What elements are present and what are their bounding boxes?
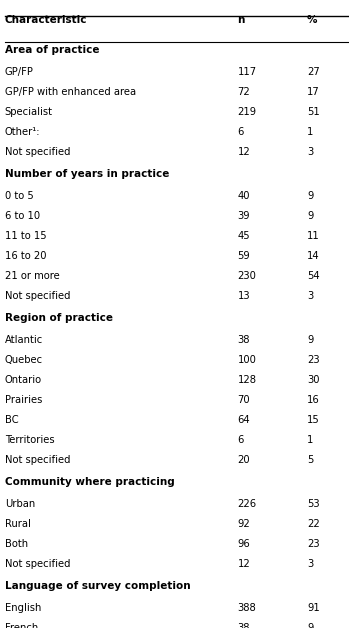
Text: n: n: [238, 15, 245, 25]
Text: Language of survey completion: Language of survey completion: [5, 581, 190, 591]
Text: 9: 9: [307, 192, 313, 202]
Text: 12: 12: [238, 147, 250, 157]
Text: 70: 70: [238, 395, 250, 405]
Text: English: English: [5, 603, 41, 613]
Text: 6: 6: [238, 127, 244, 137]
Text: Number of years in practice: Number of years in practice: [5, 169, 169, 179]
Text: 23: 23: [307, 539, 320, 549]
Text: 39: 39: [238, 211, 250, 221]
Text: 1: 1: [307, 127, 313, 137]
Text: Quebec: Quebec: [5, 355, 43, 365]
Text: 53: 53: [307, 499, 320, 509]
Text: 3: 3: [307, 147, 313, 157]
Text: 230: 230: [238, 271, 256, 281]
Text: Not specified: Not specified: [5, 291, 70, 301]
Text: 59: 59: [238, 251, 250, 261]
Text: 72: 72: [238, 87, 250, 97]
Text: Community where practicing: Community where practicing: [5, 477, 175, 487]
Text: 21 or more: 21 or more: [5, 271, 60, 281]
Text: 27: 27: [307, 67, 320, 77]
Text: 1: 1: [307, 435, 313, 445]
Text: Both: Both: [5, 539, 28, 549]
Text: 16 to 20: 16 to 20: [5, 251, 46, 261]
Text: 9: 9: [307, 211, 313, 221]
Text: Ontario: Ontario: [5, 375, 42, 385]
Text: Characteristic: Characteristic: [5, 15, 88, 25]
Text: 38: 38: [238, 335, 250, 345]
Text: 14: 14: [307, 251, 320, 261]
Text: Urban: Urban: [5, 499, 35, 509]
Text: 11 to 15: 11 to 15: [5, 231, 47, 241]
Text: 64: 64: [238, 415, 250, 425]
Text: 96: 96: [238, 539, 250, 549]
Text: 100: 100: [238, 355, 256, 365]
Text: 5: 5: [307, 455, 313, 465]
Text: 92: 92: [238, 519, 250, 529]
Text: 6 to 10: 6 to 10: [5, 211, 40, 221]
Text: 117: 117: [238, 67, 257, 77]
Text: 45: 45: [238, 231, 250, 241]
Text: 9: 9: [307, 335, 313, 345]
Text: 54: 54: [307, 271, 320, 281]
Text: 30: 30: [307, 375, 320, 385]
Text: 219: 219: [238, 107, 257, 117]
Text: 11: 11: [307, 231, 320, 241]
Text: Atlantic: Atlantic: [5, 335, 43, 345]
Text: 16: 16: [307, 395, 320, 405]
Text: Area of practice: Area of practice: [5, 45, 99, 55]
Text: 22: 22: [307, 519, 320, 529]
Text: 226: 226: [238, 499, 257, 509]
Text: 17: 17: [307, 87, 320, 97]
Text: 12: 12: [238, 559, 250, 569]
Text: Territories: Territories: [5, 435, 55, 445]
Text: Region of practice: Region of practice: [5, 313, 113, 323]
Text: 128: 128: [238, 375, 257, 385]
Text: 6: 6: [238, 435, 244, 445]
Text: 20: 20: [238, 455, 250, 465]
Text: Prairies: Prairies: [5, 395, 42, 405]
Text: 388: 388: [238, 603, 256, 613]
Text: Specialist: Specialist: [5, 107, 53, 117]
Text: 3: 3: [307, 559, 313, 569]
Text: %: %: [307, 15, 317, 25]
Text: 23: 23: [307, 355, 320, 365]
Text: Not specified: Not specified: [5, 559, 70, 569]
Text: 13: 13: [238, 291, 250, 301]
Text: 0 to 5: 0 to 5: [5, 192, 34, 202]
Text: 9: 9: [307, 623, 313, 628]
Text: French: French: [5, 623, 38, 628]
Text: 3: 3: [307, 291, 313, 301]
Text: BC: BC: [5, 415, 19, 425]
Text: 15: 15: [307, 415, 320, 425]
Text: Not specified: Not specified: [5, 455, 70, 465]
Text: 40: 40: [238, 192, 250, 202]
Text: 51: 51: [307, 107, 320, 117]
Text: Other¹:: Other¹:: [5, 127, 40, 137]
Text: Rural: Rural: [5, 519, 31, 529]
Text: GP/FP with enhanced area: GP/FP with enhanced area: [5, 87, 136, 97]
Text: Not specified: Not specified: [5, 147, 70, 157]
Text: 38: 38: [238, 623, 250, 628]
Text: GP/FP: GP/FP: [5, 67, 34, 77]
Text: 91: 91: [307, 603, 320, 613]
